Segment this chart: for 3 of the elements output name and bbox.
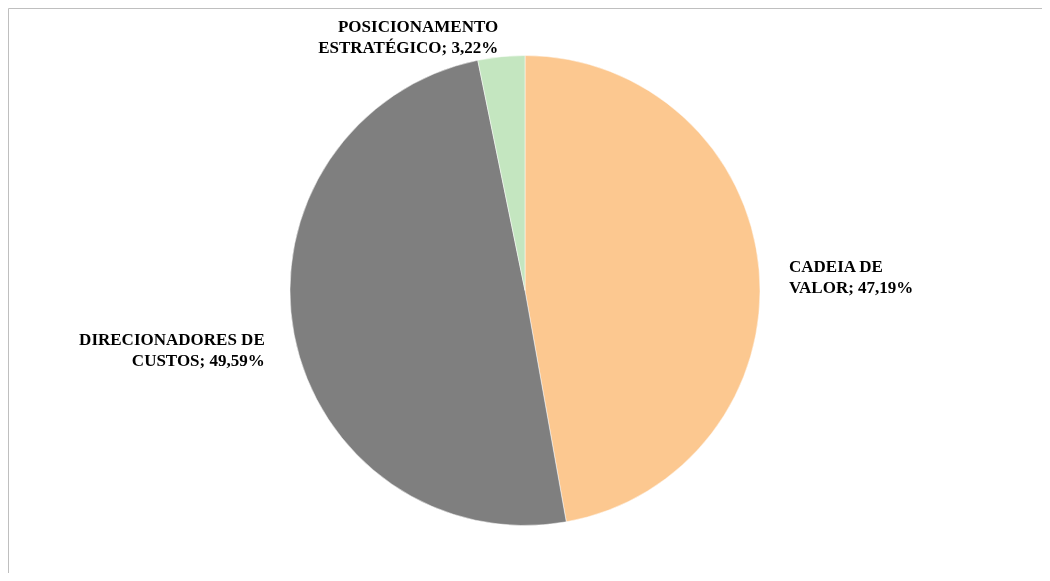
slice-label: CADEIA DE VALOR; 47,19%: [788, 257, 914, 298]
slice-label: POSICIONAMENTO ESTRATÉGICO; 3,22%: [318, 16, 499, 57]
slice-label: DIRECIONADORES DE CUSTOS; 49,59%: [79, 330, 265, 371]
